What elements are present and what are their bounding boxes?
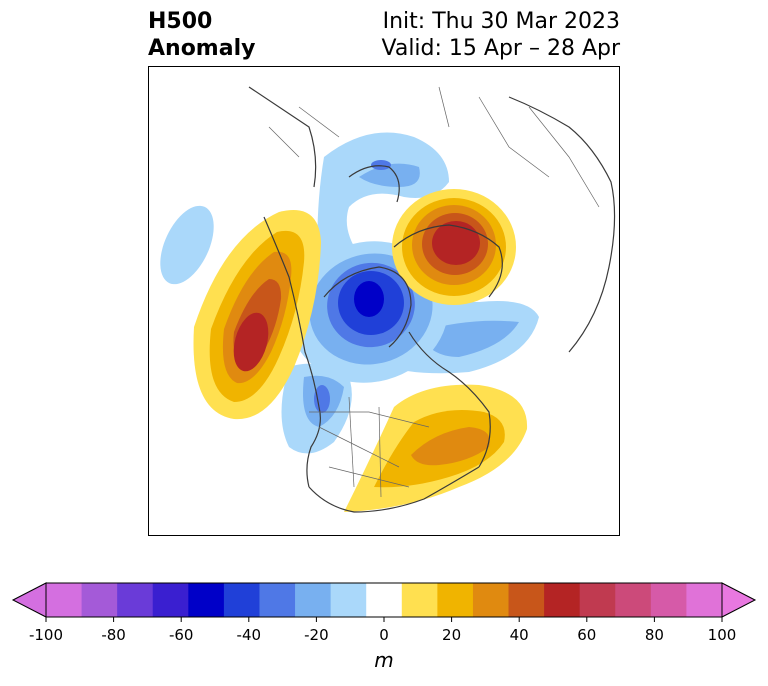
colorbar-cell (401, 583, 438, 617)
map-svg (160, 86, 616, 513)
colorbar-cell (508, 583, 545, 617)
colorbar-cell (188, 583, 225, 617)
colorbar-cell (223, 583, 260, 617)
colorbar-cell (81, 583, 118, 617)
colorbar-cell (46, 583, 83, 617)
colorbar-tick-label: 100 (707, 626, 737, 644)
colorbar-tick-label: 60 (577, 626, 597, 644)
ridge-north-central-siberia (392, 189, 516, 305)
trough-western-us (281, 363, 352, 454)
political-borders (268, 86, 600, 498)
colorbar-cell (295, 583, 332, 617)
title-line-2: Anomaly (148, 36, 256, 61)
trough-north-pacific (160, 205, 214, 285)
colorbar-cell (472, 583, 510, 617)
colorbar-cell (117, 583, 154, 617)
ridge-eastern-north-america (344, 384, 528, 512)
colorbar-tick-label: 40 (509, 626, 529, 644)
colorbar-tick-label: -60 (168, 626, 194, 644)
colorbar-tick-label: -80 (101, 626, 126, 644)
colorbar-tick-label: 0 (379, 626, 389, 644)
colorbar-tick-label: -20 (304, 626, 329, 644)
title-line-1: H500 (148, 9, 213, 34)
colorbar-cell (152, 583, 189, 617)
colorbar-extend-min (11, 582, 47, 618)
colorbar-cell (330, 583, 367, 617)
colorbar-cell (579, 583, 616, 617)
colorbar-cell (437, 583, 474, 617)
ridge-northeast-pacific (193, 210, 321, 420)
colorbar-cell (259, 583, 296, 617)
colorbar-cell (366, 583, 403, 617)
coastlines (248, 86, 616, 513)
date-info: Init: Thu 30 Mar 2023 Valid: 15 Apr – 28… (382, 8, 621, 62)
init-date: Init: Thu 30 Mar 2023 (382, 9, 620, 34)
anomaly-map (148, 66, 620, 536)
colorbar-tick-label: -100 (28, 626, 64, 644)
chart-title: H500 Anomaly (148, 8, 255, 62)
colorbar-tick-label: 20 (442, 626, 462, 644)
colorbar-cell (650, 583, 687, 617)
colorbar-tick-label: -40 (236, 626, 262, 644)
colorbar-cell (686, 583, 723, 617)
colorbar-extend-max (721, 582, 757, 618)
colorbar-cell (615, 583, 652, 617)
colorbar (11, 582, 757, 622)
colorbar-cell (544, 583, 581, 617)
colorbar-unit: m (374, 648, 394, 672)
colorbar-tick-label: 80 (644, 626, 664, 644)
valid-date: Valid: 15 Apr – 28 Apr (381, 36, 621, 61)
